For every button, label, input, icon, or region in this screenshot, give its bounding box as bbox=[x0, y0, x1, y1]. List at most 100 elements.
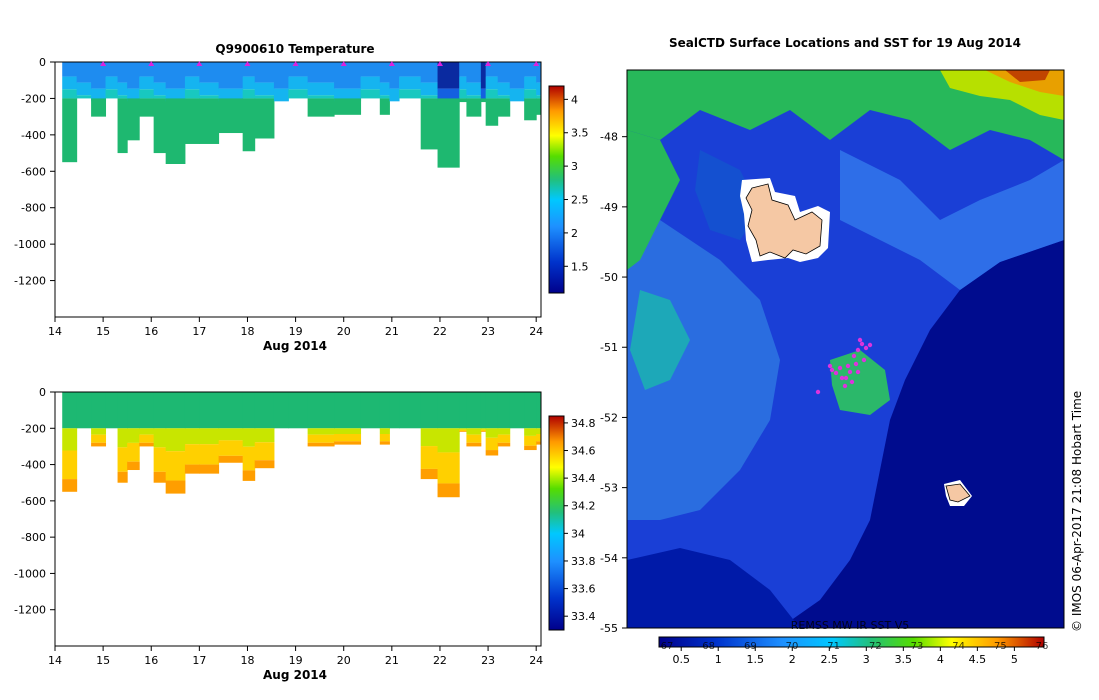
salinity-cell bbox=[524, 428, 537, 436]
temperature-cell bbox=[360, 62, 381, 77]
salinity-cell bbox=[91, 434, 107, 443]
seal-location-point bbox=[829, 367, 835, 373]
salinity-cell bbox=[307, 434, 335, 443]
temperature-cell bbox=[139, 98, 155, 117]
seal-location-point bbox=[863, 345, 869, 351]
latitude-tick-label: -48 bbox=[600, 131, 618, 144]
temperature-cell bbox=[509, 62, 525, 89]
salinity-cell bbox=[91, 442, 107, 447]
temperature-cell bbox=[105, 62, 119, 77]
salinity-cell bbox=[437, 452, 460, 484]
latitude-tick-label: -51 bbox=[600, 341, 618, 354]
salinity-cell bbox=[334, 441, 362, 445]
salinity-cell bbox=[139, 442, 155, 447]
salinity-cell bbox=[105, 392, 119, 429]
salinity-cell bbox=[242, 428, 256, 447]
y-tick-label: -200 bbox=[21, 422, 46, 435]
temperature-cell bbox=[379, 95, 390, 99]
y-tick-label: -1200 bbox=[14, 275, 46, 288]
temperature-cell bbox=[437, 62, 460, 89]
profile-marker bbox=[244, 61, 251, 66]
salinity-cell bbox=[288, 392, 309, 429]
x-tick-label: 17 bbox=[192, 654, 206, 667]
heard-island-outline bbox=[945, 483, 971, 503]
seal-location-point bbox=[855, 347, 861, 353]
mid-water-west bbox=[627, 220, 780, 520]
x-tick-label: 14 bbox=[48, 325, 62, 338]
seal-location-point bbox=[833, 370, 839, 376]
colorbar-tick-label: 34.2 bbox=[571, 500, 596, 513]
temperature-cell bbox=[242, 98, 256, 152]
temperature-cell bbox=[199, 62, 220, 83]
temperature-cell bbox=[153, 62, 167, 83]
warm-patch-centre bbox=[830, 350, 890, 415]
temperature-cell bbox=[165, 88, 186, 102]
seal-location-point bbox=[855, 369, 861, 375]
salinity-cell bbox=[420, 428, 439, 447]
hottest-water-north-east bbox=[1005, 70, 1050, 82]
y-tick-label: -800 bbox=[21, 202, 46, 215]
salinity-cell bbox=[153, 428, 167, 448]
seal-location-point bbox=[845, 363, 851, 369]
y-tick-label: -200 bbox=[21, 92, 46, 105]
temperature-title: Q9900610 Temperature bbox=[215, 42, 374, 56]
sst-source-label: REMSS MW IR SST V5 bbox=[791, 619, 910, 632]
temperature-cell bbox=[334, 98, 362, 115]
profile-markers bbox=[100, 61, 540, 66]
temperature-cell bbox=[466, 62, 482, 83]
temperature-cell bbox=[199, 98, 220, 144]
salinity-plot-frame bbox=[54, 391, 542, 647]
colorbar-tick-label: 34.8 bbox=[571, 417, 596, 430]
colorbar-tick-label: 2 bbox=[571, 227, 578, 240]
salinity-x-label: Aug 2014 bbox=[263, 668, 327, 682]
temperature-cell bbox=[117, 95, 128, 99]
x-tick-label: 18 bbox=[240, 325, 254, 338]
salinity-cell bbox=[485, 392, 499, 429]
temperature-cell bbox=[62, 62, 78, 77]
temperature-cell bbox=[360, 89, 381, 99]
temperature-cell bbox=[139, 89, 155, 99]
x-tick-label: 16 bbox=[144, 325, 158, 338]
salinity-cell bbox=[334, 428, 362, 435]
temperature-cell bbox=[91, 98, 107, 117]
seal-location-point bbox=[851, 353, 857, 359]
y-tick-label: -1000 bbox=[14, 238, 46, 251]
salinity-cell bbox=[273, 392, 289, 429]
salinity-cell bbox=[459, 428, 467, 430]
sst-colorbar-tick-label: 4 bbox=[937, 653, 944, 666]
temperature-cell bbox=[127, 98, 140, 141]
sst-colorbar-overlap-label: 70 bbox=[786, 641, 799, 652]
x-tick-label: 19 bbox=[289, 654, 303, 667]
temperature-cell bbox=[459, 89, 467, 99]
cold-water-south-east bbox=[780, 240, 1064, 628]
x-tick-label: 22 bbox=[433, 654, 447, 667]
temperature-cell bbox=[288, 89, 309, 99]
cool-patch-north bbox=[695, 150, 760, 240]
temperature-cell bbox=[480, 98, 487, 103]
temperature-y-ticks: 0 -200 -400 -600 -800 -1000 -1200 bbox=[14, 56, 55, 288]
map-latitude-ticks: -48 -49 -50 -51 -52 -53 -54 -55 bbox=[600, 131, 627, 635]
salinity-cell bbox=[218, 428, 244, 441]
salinity-cell bbox=[379, 434, 390, 442]
temperature-cell bbox=[536, 82, 541, 96]
salinity-cell bbox=[497, 428, 511, 435]
sst-colorbar-overlap-label: 71 bbox=[827, 641, 840, 652]
x-tick-label: 21 bbox=[385, 325, 399, 338]
temperature-cell bbox=[524, 89, 537, 99]
sst-colorbar-tick-label: 4.5 bbox=[969, 653, 987, 666]
salinity-cell bbox=[254, 428, 275, 443]
temperature-cell bbox=[437, 88, 460, 102]
temperature-cell bbox=[399, 62, 422, 77]
x-tick-label: 15 bbox=[96, 325, 110, 338]
salinity-cell bbox=[139, 434, 155, 443]
temperature-cell bbox=[307, 82, 335, 96]
y-tick-label: -1200 bbox=[14, 604, 46, 617]
latitude-tick-label: -52 bbox=[600, 411, 618, 424]
sst-colorbar-tick-label: 3 bbox=[863, 653, 870, 666]
salinity-cell bbox=[480, 428, 487, 430]
temperature-cell bbox=[307, 98, 335, 117]
temperature-cell bbox=[379, 62, 390, 83]
salinity-cell bbox=[242, 446, 256, 471]
salinity-cell bbox=[184, 428, 200, 445]
temperature-cell bbox=[218, 88, 244, 102]
